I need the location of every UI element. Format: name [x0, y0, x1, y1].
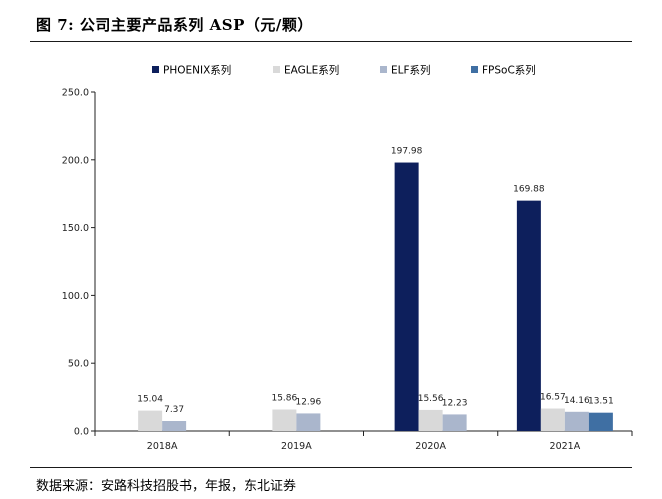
legend-label: FPSoC系列	[482, 64, 536, 77]
source-rule	[30, 467, 632, 468]
data-label: 13.51	[588, 397, 614, 407]
title-rule	[30, 41, 632, 42]
y-tick-label: 200.0	[62, 155, 89, 166]
legend-swatch	[380, 66, 387, 73]
bar-elf	[442, 414, 467, 431]
x-tick-label: 2018A	[147, 441, 178, 452]
legend-label: PHOENIX系列	[163, 64, 231, 77]
y-tick-label: 100.0	[62, 291, 89, 302]
x-tick-label: 2020A	[415, 441, 446, 452]
y-tick-label: 50.0	[68, 359, 89, 370]
data-label: 14.16	[564, 396, 590, 406]
figure-title: 图 7: 公司主要产品系列 ASP（元/颗）	[36, 16, 313, 34]
bar-eagle	[418, 409, 443, 431]
legend-swatch	[471, 66, 478, 73]
bar-elf	[564, 411, 589, 431]
bar-eagle	[138, 410, 163, 431]
data-label: 15.04	[137, 395, 163, 405]
source-note: 数据来源：安路科技招股书，年报，东北证券	[36, 479, 297, 494]
y-tick-label: 0.0	[74, 427, 89, 438]
bar-fpsoc	[588, 412, 613, 431]
bar-phoenix	[516, 200, 541, 431]
data-label: 197.98	[391, 147, 423, 157]
data-label: 169.88	[513, 185, 545, 195]
y-tick-label: 250.0	[62, 88, 89, 99]
x-tick-label: 2021A	[550, 441, 581, 452]
data-label: 12.96	[295, 397, 321, 407]
legend-label: ELF系列	[391, 64, 431, 77]
data-label: 7.37	[164, 405, 184, 415]
data-label: 16.57	[540, 393, 566, 403]
bar-elf	[296, 413, 321, 431]
bar-eagle	[540, 408, 565, 431]
data-label: 12.23	[442, 398, 468, 408]
chart-legend: PHOENIX系列 EAGLE系列 ELF系列 FPSoC系列	[152, 64, 536, 77]
x-tick-label: 2019A	[281, 441, 312, 452]
y-tick-label: 150.0	[62, 223, 89, 234]
legend-swatch	[273, 66, 280, 73]
bar-phoenix	[394, 162, 419, 431]
bar-eagle	[272, 409, 297, 431]
bar-elf	[162, 421, 187, 431]
data-label: 15.86	[271, 393, 297, 403]
legend-swatch	[152, 66, 159, 73]
data-label: 15.56	[418, 394, 444, 404]
legend-label: EAGLE系列	[284, 64, 339, 77]
